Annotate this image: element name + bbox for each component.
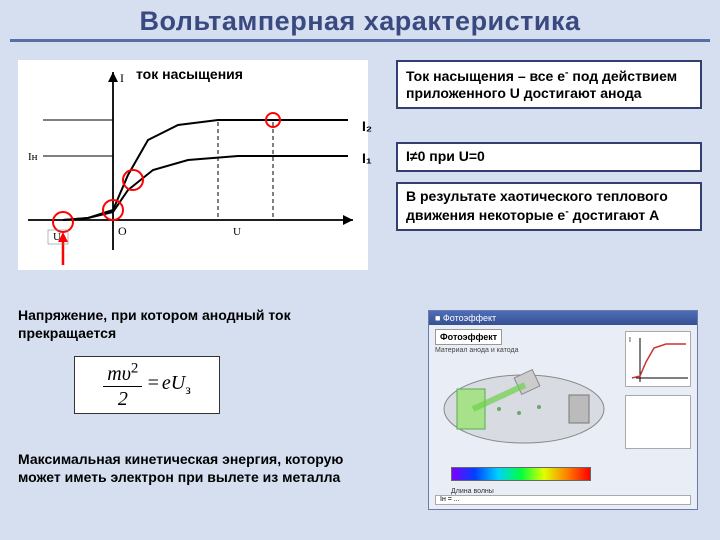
svg-text:U: U: [53, 231, 61, 243]
stopping-voltage-caption: Напряжение, при котором анодный ток прек…: [18, 306, 378, 342]
svg-text:I: I: [120, 71, 124, 85]
info-box-thermal-text: В результате хаотического теплового движ…: [406, 188, 668, 223]
info-box-thermal: В результате хаотического теплового движ…: [396, 182, 702, 231]
i2-label: I₂: [362, 118, 372, 134]
sim-panel-label: Фотоэффект: [435, 329, 502, 345]
formula-numerator: mυ2: [107, 363, 138, 385]
svg-text:О: О: [118, 224, 127, 238]
info-box-saturation-text: Ток насыщения – все e- под действием при…: [406, 68, 677, 102]
formula-denominator: 2: [118, 387, 128, 409]
i1-label: I₁: [362, 150, 372, 166]
svg-text:U: U: [233, 226, 241, 238]
sim-readout: Iн = ...: [435, 495, 691, 505]
formula-rhs: =eUз: [146, 372, 190, 399]
info-box-saturation: Ток насыщения – все e- под действием при…: [396, 60, 702, 109]
info-box-nonzero: I≠0 при U=0: [396, 142, 702, 172]
sim-spectrum-label: Длина волны: [451, 488, 494, 495]
sim-titlebar: ■ Фотоэффект: [429, 311, 697, 325]
svg-text:Iн: Iн: [28, 151, 38, 163]
title-rule: [10, 39, 710, 42]
iv-chart: О U Iн I U ток насыщения: [18, 60, 368, 270]
kinetic-energy-formula: mυ2 2 =eUз: [74, 356, 220, 414]
photoeffect-sim-window: ■ Фотоэффект Фотоэффект Материал анода и…: [428, 310, 698, 510]
max-ke-caption: Максимальная кинетическая энергия, котор…: [18, 450, 378, 486]
info-box-nonzero-text: I≠0 при U=0: [406, 148, 485, 164]
page-title: Вольтамперная характеристика: [0, 0, 720, 39]
svg-text:I: I: [629, 337, 631, 344]
sim-info-text: Материал анода и катода: [435, 347, 518, 354]
saturation-current-label: ток насыщения: [136, 66, 243, 82]
